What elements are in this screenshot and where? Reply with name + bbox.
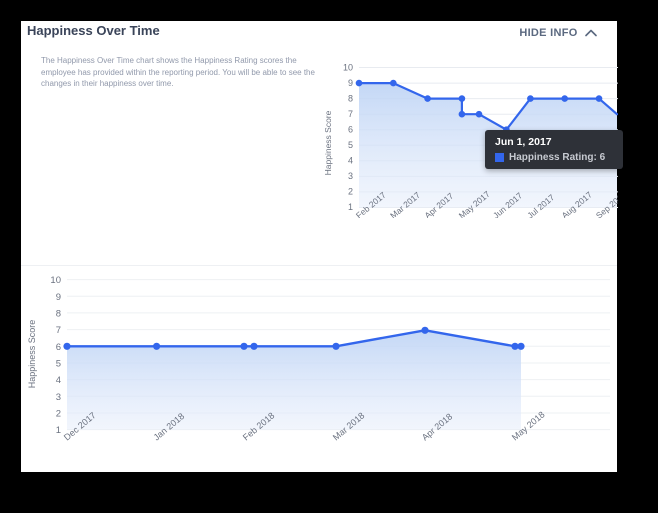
svg-text:9: 9 (56, 292, 61, 303)
svg-text:Happiness Score: Happiness Score (323, 110, 333, 175)
svg-text:1: 1 (348, 202, 353, 212)
svg-text:2: 2 (56, 409, 61, 420)
svg-text:10: 10 (343, 63, 353, 73)
svg-text:8: 8 (56, 308, 61, 319)
svg-text:5: 5 (56, 359, 61, 370)
svg-text:7: 7 (348, 109, 353, 119)
svg-text:7: 7 (56, 325, 61, 336)
svg-text:4: 4 (348, 156, 353, 166)
svg-text:Happiness Score: Happiness Score (27, 320, 37, 389)
svg-text:3: 3 (348, 171, 353, 181)
svg-text:9: 9 (348, 78, 353, 88)
svg-text:6: 6 (348, 125, 353, 135)
svg-text:5: 5 (348, 140, 353, 150)
svg-text:1: 1 (56, 425, 61, 436)
svg-text:2: 2 (348, 187, 353, 197)
svg-text:6: 6 (56, 342, 61, 353)
svg-text:10: 10 (50, 275, 61, 286)
svg-text:4: 4 (56, 375, 61, 386)
svg-text:8: 8 (348, 94, 353, 104)
svg-text:3: 3 (56, 392, 61, 403)
